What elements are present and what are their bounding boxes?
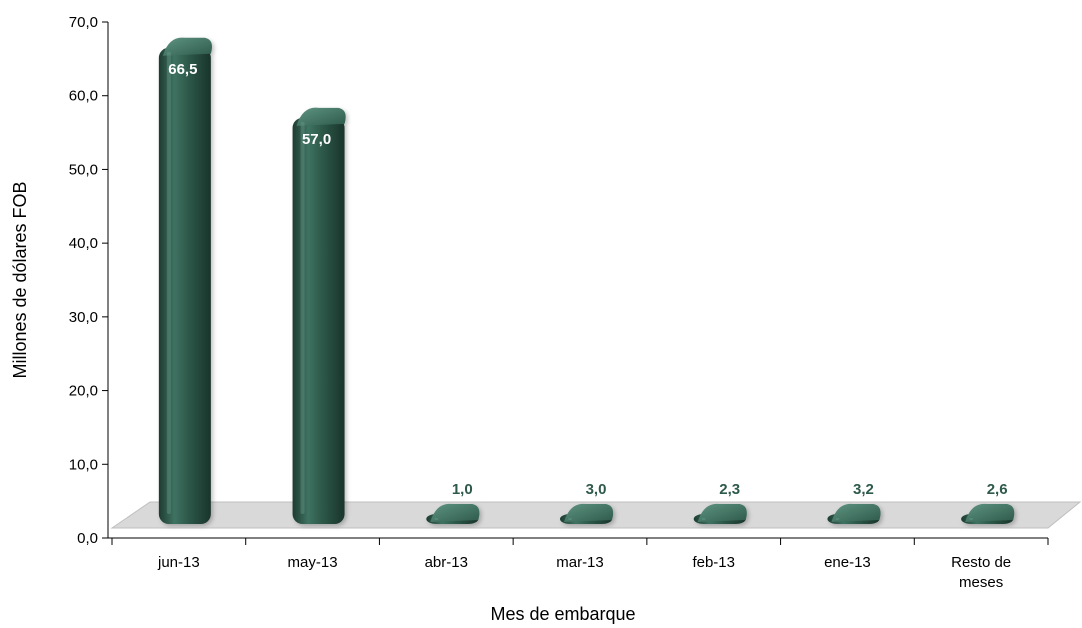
x-tick-label: may-13: [288, 554, 338, 571]
y-tick-label: 50,0: [69, 161, 98, 178]
x-tick-label: Resto de meses: [951, 554, 1011, 591]
data-label: 1,0: [452, 481, 473, 498]
bar-highlight: [969, 518, 974, 520]
x-tick-label: mar-13: [556, 554, 604, 571]
bar-cap: [296, 107, 346, 126]
bar-highlight: [166, 51, 171, 515]
y-tick-label: 20,0: [69, 383, 98, 400]
data-label: 3,2: [853, 481, 874, 498]
bar-cap: [564, 503, 614, 522]
x-tick-label: jun-13: [157, 554, 200, 571]
x-axis-title: Mes de embarque: [490, 604, 635, 624]
data-labels: 66,5 57,0 1,0 3,0 2,3 3,2 2,6: [168, 61, 1007, 498]
bar: [693, 503, 747, 524]
x-tick-label: ene-13: [824, 554, 871, 571]
bar-highlight: [300, 121, 305, 514]
axes: 0,0 10,0 20,0 30,0 40,0 50,0 60,0 70,0 jun-13 may…: [69, 14, 1049, 591]
bar-highlight: [835, 518, 840, 520]
bar-cap: [697, 503, 747, 522]
bar-cap: [162, 37, 212, 56]
x-tick-label: feb-13: [692, 554, 735, 571]
y-tick-label: 40,0: [69, 235, 98, 252]
bar-highlight: [568, 518, 572, 520]
y-tick-label: 0,0: [77, 530, 98, 547]
bar: [560, 503, 614, 524]
bar: [961, 503, 1015, 524]
bar-highlight: [434, 518, 439, 520]
bar-body: [158, 47, 211, 525]
data-label: 3,0: [586, 481, 607, 498]
bar-cap: [965, 503, 1015, 522]
bar: [827, 503, 881, 524]
data-label: 57,0: [302, 131, 331, 148]
data-label: 66,5: [168, 61, 197, 78]
y-tick-label: 60,0: [69, 88, 98, 105]
y-tick-label: 30,0: [69, 309, 98, 326]
bar-highlight: [701, 518, 706, 520]
data-label: 2,3: [719, 481, 740, 498]
bar: [292, 107, 346, 524]
bar-body: [292, 117, 345, 524]
data-label: 2,6: [987, 481, 1008, 498]
y-tick-label: 70,0: [69, 14, 98, 31]
bars: [158, 37, 1015, 525]
bar-cap: [831, 503, 881, 522]
bar-cap: [430, 503, 480, 522]
bar: [426, 503, 480, 524]
y-tick-label: 10,0: [69, 456, 98, 473]
bar: [158, 37, 212, 525]
x-tick-label: abr-13: [425, 554, 468, 571]
y-axis-title: Millones de dólares FOB: [10, 181, 30, 378]
